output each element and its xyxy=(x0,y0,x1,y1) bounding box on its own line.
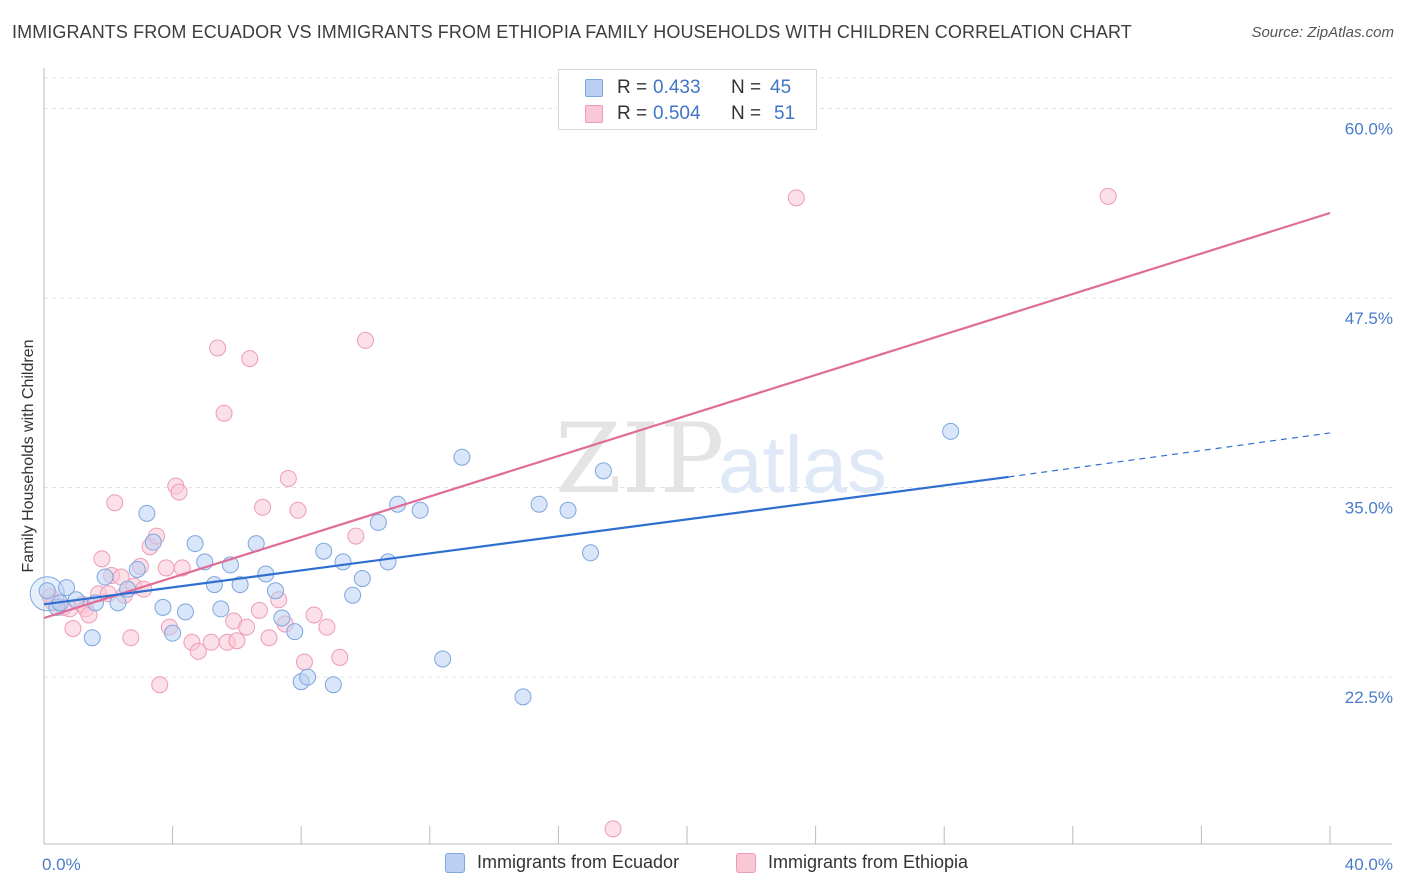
point-ethiopia xyxy=(173,559,191,577)
point-ethiopia xyxy=(254,498,272,516)
point-ecuador xyxy=(96,568,114,586)
point-ethiopia xyxy=(289,501,307,519)
point-ecuador xyxy=(176,603,194,621)
point-ethiopia xyxy=(151,676,169,694)
point-ecuador xyxy=(594,462,612,480)
legend-r-value-ecuador: 0.433 xyxy=(653,77,701,98)
legend-n-value-ecuador: 45 xyxy=(770,77,792,98)
trend-line-ecuador-extension xyxy=(1008,432,1331,478)
x-tick-label-min: 0.0% xyxy=(42,855,81,874)
point-ethiopia xyxy=(157,559,175,577)
point-ethiopia xyxy=(260,629,278,647)
point-ecuador xyxy=(186,535,204,553)
point-ecuador xyxy=(559,501,577,519)
point-ecuador xyxy=(273,609,291,627)
point-ecuador xyxy=(324,676,342,694)
x-tick-labels: 0.0% 40.0% xyxy=(42,855,1393,874)
trend-line-ecuador xyxy=(43,475,1009,606)
axes xyxy=(43,68,1392,845)
source-credit: Source: ZipAtlas.com xyxy=(1251,24,1394,41)
point-ecuador xyxy=(299,668,317,686)
point-ethiopia xyxy=(215,404,233,422)
legend-n-value-ethiopia: 51 xyxy=(774,103,796,124)
y-tick-labels: 22.5% 35.0% 47.5% 60.0% xyxy=(1345,119,1393,707)
legend: R = 0.433 N = 45 R = 0.504 N = 51 xyxy=(558,69,817,130)
point-ecuador xyxy=(434,650,452,668)
legend-r-label: R = xyxy=(617,103,648,124)
y-tick-label: 22.5% xyxy=(1345,688,1393,707)
point-ethiopia xyxy=(228,632,246,650)
point-ecuador xyxy=(205,576,223,594)
point-ecuador xyxy=(453,448,471,466)
point-ecuador xyxy=(286,623,304,641)
point-ecuador xyxy=(942,422,960,440)
point-ecuador xyxy=(212,600,230,618)
point-ecuador xyxy=(315,542,333,560)
bottom-legend-swatch-ethiopia xyxy=(736,853,756,873)
y-tick-label: 47.5% xyxy=(1345,309,1393,328)
point-ethiopia xyxy=(305,606,323,624)
point-ethiopia xyxy=(357,331,374,349)
point-ecuador xyxy=(379,553,397,571)
point-ethiopia xyxy=(209,339,227,357)
point-ecuador xyxy=(266,582,284,600)
x-tick-label-max: 40.0% xyxy=(1345,855,1393,874)
point-ethiopia xyxy=(106,494,124,512)
point-ecuador xyxy=(144,533,162,551)
point-ecuador xyxy=(231,576,249,594)
point-ecuador xyxy=(154,598,172,616)
legend-n-label: N = xyxy=(731,77,762,98)
point-ethiopia xyxy=(250,601,268,619)
point-ecuador xyxy=(58,579,76,597)
bottom-legend-label-ethiopia: Immigrants from Ethiopia xyxy=(768,852,969,872)
legend-swatch-ethiopia xyxy=(585,105,603,123)
point-ecuador xyxy=(334,553,352,571)
chart-title: IMMIGRANTS FROM ECUADOR VS IMMIGRANTS FR… xyxy=(12,22,1132,42)
point-ethiopia xyxy=(1099,187,1117,205)
bottom-legend-label-ecuador: Immigrants from Ecuador xyxy=(477,852,680,872)
legend-r-value-ethiopia: 0.504 xyxy=(653,103,701,124)
point-ethiopia xyxy=(347,527,365,545)
point-ecuador xyxy=(582,544,600,562)
point-ethiopia xyxy=(604,820,622,838)
point-ecuador xyxy=(514,688,532,706)
point-ethiopia xyxy=(318,618,336,636)
point-ecuador xyxy=(164,624,182,642)
y-axis-label: Family Households with Children xyxy=(20,340,37,573)
y-tick-label: 35.0% xyxy=(1345,499,1393,518)
point-ethiopia xyxy=(331,648,349,666)
point-ethiopia xyxy=(93,550,111,568)
point-ethiopia xyxy=(238,618,256,636)
series-ethiopia-points xyxy=(41,187,1117,838)
point-ecuador xyxy=(138,504,156,522)
trend-line-ethiopia xyxy=(43,211,1331,620)
point-ethiopia xyxy=(787,189,805,207)
point-ethiopia xyxy=(64,620,82,638)
point-ecuador xyxy=(530,495,548,513)
legend-n-label: N = xyxy=(731,103,762,124)
point-ethiopia xyxy=(122,629,140,647)
watermark-atlas: atlas xyxy=(718,420,887,509)
point-ethiopia xyxy=(295,653,313,671)
bottom-legend-swatch-ecuador xyxy=(445,853,465,873)
watermark-zip: ZIP xyxy=(555,403,724,515)
point-ecuador xyxy=(38,582,56,600)
legend-r-label: R = xyxy=(617,77,648,98)
point-ecuador xyxy=(353,570,371,588)
point-ethiopia xyxy=(241,350,259,368)
point-ecuador xyxy=(369,513,387,531)
point-ethiopia xyxy=(279,469,297,487)
watermark: ZIP atlas xyxy=(555,403,887,515)
trend-lines xyxy=(43,211,1331,620)
y-tick-label: 60.0% xyxy=(1345,119,1393,138)
point-ethiopia xyxy=(170,483,188,501)
point-ecuador xyxy=(344,586,362,604)
point-ecuador xyxy=(128,560,146,578)
point-ethiopia xyxy=(202,633,220,651)
point-ethiopia xyxy=(189,642,207,660)
point-ecuador xyxy=(411,501,429,519)
legend-swatch-ecuador xyxy=(585,79,603,97)
point-ecuador xyxy=(83,629,101,647)
